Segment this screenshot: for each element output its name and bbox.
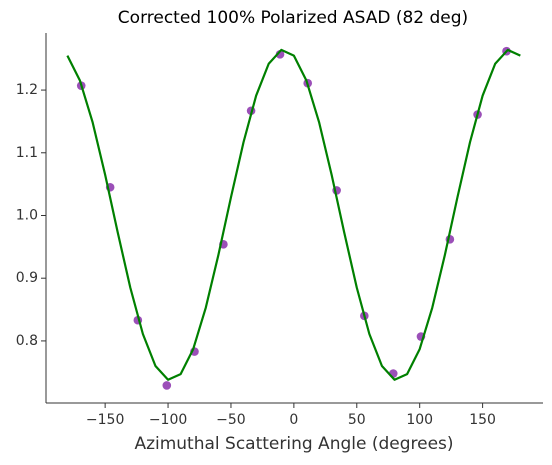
y-tick-label: 1.0 <box>16 207 38 223</box>
x-tick-label: 100 <box>406 412 433 428</box>
y-tick-label: 0.8 <box>16 333 38 349</box>
y-tick-label: 1.2 <box>16 82 38 98</box>
x-axis-label: Azimuthal Scattering Angle (degrees) <box>134 434 453 454</box>
fit-curve <box>66 48 521 381</box>
x-tick-label: −100 <box>149 412 187 428</box>
y-tick-label: 0.9 <box>16 270 38 286</box>
chart-title: Corrected 100% Polarized ASAD (82 deg) <box>118 8 468 28</box>
x-tick-label: −150 <box>86 412 124 428</box>
x-tick-label: 50 <box>348 412 366 428</box>
x-tick-label: −50 <box>216 412 246 428</box>
x-tick-label: 0 <box>289 412 298 428</box>
data-point <box>162 381 172 390</box>
y-tick-label: 1.1 <box>16 145 38 161</box>
x-tick-label: 150 <box>469 412 496 428</box>
